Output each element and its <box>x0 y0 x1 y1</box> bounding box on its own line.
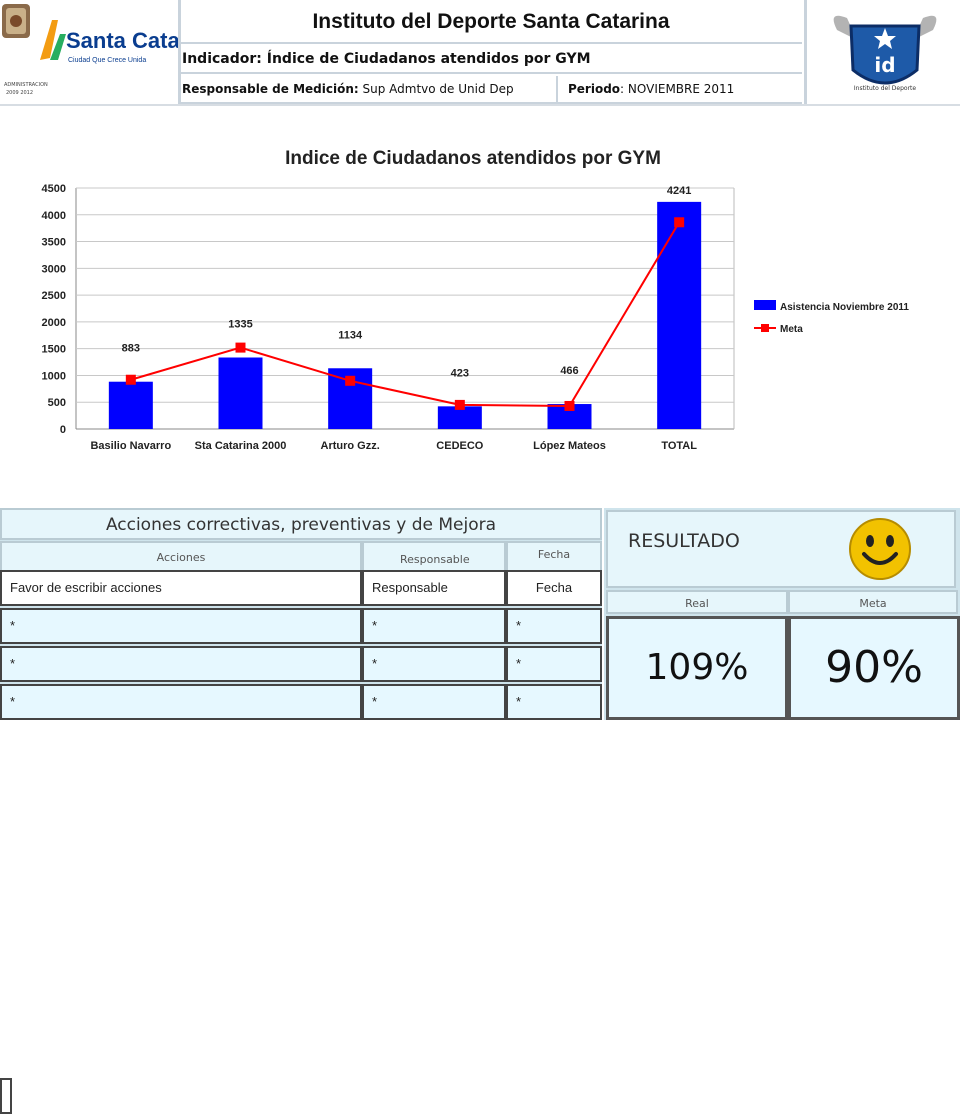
x-category-label: López Mateos <box>533 440 606 452</box>
y-tick-label: 0 <box>60 424 66 436</box>
action-cell[interactable]: * <box>362 646 506 682</box>
meta-marker <box>564 400 575 411</box>
x-axis: Basilio Navarro Sta Catarina 2000 Arturo G… <box>90 440 697 452</box>
action-cell[interactable]: * <box>506 684 602 720</box>
x-category-label: CEDECO <box>436 440 484 452</box>
meta-marker <box>235 342 246 353</box>
y-tick-label: 500 <box>48 397 66 409</box>
actions-title: Acciones correctivas, preventivas y de M… <box>0 508 602 540</box>
y-tick-label: 4000 <box>42 210 66 222</box>
indicator-label: Indicador: Índice de Ciudadanos atendido… <box>180 44 802 74</box>
bar-value-label: 1134 <box>338 329 363 341</box>
svg-text:Instituto del Deporte: Instituto del Deporte <box>854 85 916 92</box>
x-category-label: Sta Catarina 2000 <box>195 440 287 452</box>
bar <box>108 381 153 429</box>
page-title: Instituto del Deporte Santa Catarina <box>180 0 802 44</box>
y-tick-label: 4500 <box>42 183 66 195</box>
result-title: RESULTADO <box>628 530 740 552</box>
svg-text:ADMINISTRACION: ADMINISTRACION <box>4 82 48 88</box>
y-tick-label: 1000 <box>42 370 66 382</box>
action-cell[interactable]: * <box>362 608 506 644</box>
bar-value-label: 4241 <box>667 185 691 197</box>
result-header: RESULTADO <box>606 510 956 588</box>
svg-text:2009 2012: 2009 2012 <box>6 90 33 96</box>
meta-marker <box>674 217 685 228</box>
y-tick-label: 2000 <box>42 317 66 329</box>
action-cell[interactable]: * <box>506 646 602 682</box>
header: ADMINISTRACION 2009 2012 Santa Catarina … <box>0 0 960 104</box>
chart-legend: Asistencia Noviembre 2011 Meta <box>754 300 909 335</box>
y-tick-label: 1500 <box>42 344 66 356</box>
instituto-deporte-logo: id Instituto del Deporte <box>804 0 960 104</box>
real-label: Real <box>606 590 788 614</box>
legend-label: Meta <box>780 324 803 335</box>
action-input[interactable]: Favor de escribir acciones <box>0 570 362 606</box>
action-cell[interactable]: * <box>0 684 362 720</box>
bar-value-label: 423 <box>451 367 469 379</box>
svg-text:Santa Catarina: Santa Catarina <box>66 28 178 53</box>
meta-line <box>130 221 681 407</box>
action-cell[interactable]: * <box>0 608 362 644</box>
period-field: Periodo: NOVIEMBRE 2011 <box>556 76 734 102</box>
legend-label: Asistencia Noviembre 2011 <box>780 302 909 313</box>
meta-marker <box>454 399 465 410</box>
x-category-label: Arturo Gzz. <box>321 440 380 452</box>
bar <box>218 357 263 429</box>
coat-of-arms-icon <box>2 4 30 38</box>
meta-marker <box>345 375 356 386</box>
header-divider <box>0 104 960 106</box>
svg-text:id: id <box>874 53 895 77</box>
date-input[interactable]: Fecha <box>506 570 602 606</box>
legend-marker <box>761 324 769 332</box>
meta-line-series <box>125 217 685 411</box>
santa-catarina-logo: ADMINISTRACION 2009 2012 Santa Catarina … <box>0 0 221 104</box>
smiley-face-icon <box>849 518 911 580</box>
meta-label: Meta <box>788 590 958 614</box>
real-value: 109% <box>606 616 788 720</box>
responsible-input[interactable]: Responsable <box>362 570 506 606</box>
meta-marker <box>125 374 136 385</box>
x-category-label: Basilio Navarro <box>90 440 171 452</box>
responsible-field: Responsable de Medición: Sup Admtvo de U… <box>182 82 514 96</box>
y-axis: 0 500 1000 1500 2000 2500 3000 3500 4000 4500 <box>42 183 735 436</box>
result-panel: RESULTADO Real Meta 109% 90% <box>604 508 960 720</box>
svg-text:Ciudad Que Crece Unida: Ciudad Que Crece Unida <box>68 57 146 64</box>
legend-swatch-bar <box>754 300 776 310</box>
y-tick-label: 3000 <box>42 263 66 275</box>
bar-series: 883 1335 1134 423 466 4241 <box>108 185 702 429</box>
hidden <box>0 1078 12 1114</box>
y-tick-label: 3500 <box>42 237 66 249</box>
responsible-row: Responsable de Medición: Sup Admtvo de U… <box>180 76 802 104</box>
attendance-chart: Indice de Ciudadanos atendidos por GYM 0… <box>42 148 910 452</box>
action-cell[interactable]: * <box>506 608 602 644</box>
header-info: Instituto del Deporte Santa Catarina Ind… <box>180 0 802 104</box>
y-tick-label: 2500 <box>42 290 66 302</box>
bar <box>657 201 702 429</box>
meta-value: 90% <box>788 616 960 720</box>
bar-value-label: 466 <box>560 365 578 377</box>
action-cell[interactable]: * <box>0 646 362 682</box>
action-cell[interactable]: * <box>362 684 506 720</box>
bar-value-label: 1335 <box>228 319 252 331</box>
bar <box>437 406 482 429</box>
bar-value-label: 883 <box>122 343 140 355</box>
chart-title: Indice de Ciudadanos atendidos por GYM <box>285 148 661 169</box>
x-category-label: TOTAL <box>661 440 697 452</box>
